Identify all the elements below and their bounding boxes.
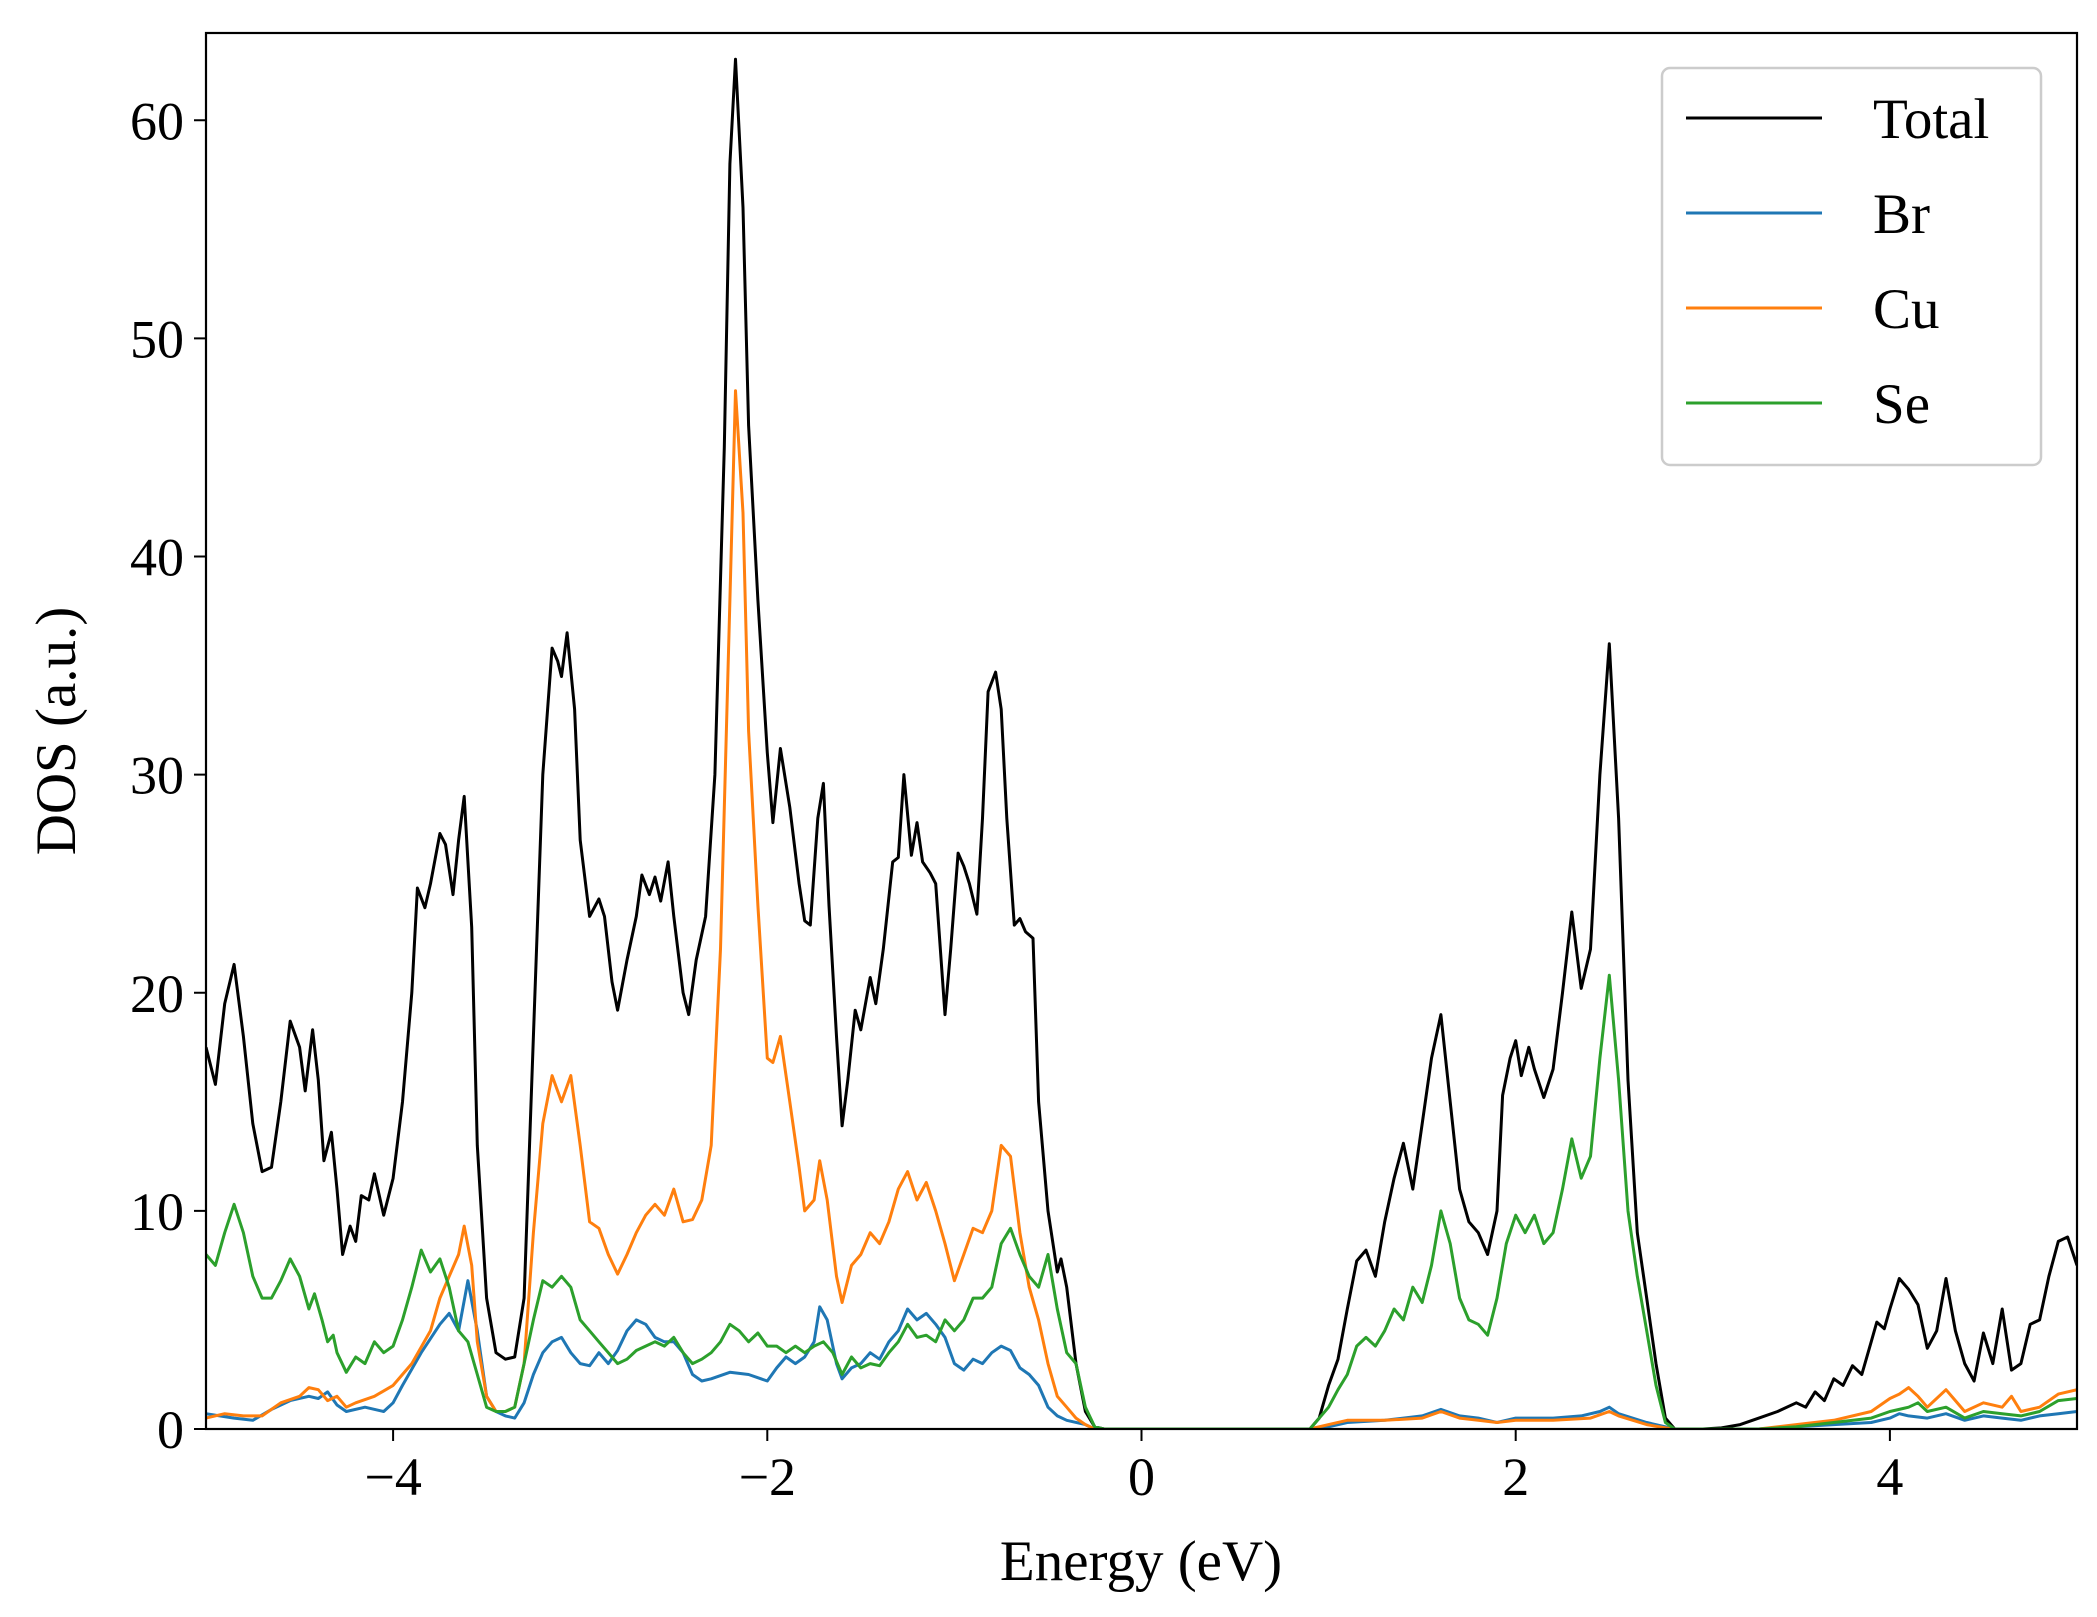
series-line-total [206,57,2077,1429]
x-tick-label: 2 [1502,1447,1529,1507]
series-line-se [206,973,2077,1429]
legend-label-br: Br [1873,183,1930,246]
y-axis-label: DOS (a.u.) [25,607,88,856]
y-tick-label: 30 [130,746,184,806]
series-line-cu [206,389,2077,1429]
legend-box [1660,66,2043,467]
y-axis: 0 10 20 30 40 50 60 [130,91,206,1460]
y-tick-label: 50 [130,309,184,369]
x-tick-label: −2 [739,1447,796,1507]
legend-label-cu: Cu [1873,278,1940,341]
series-layer [206,57,2077,1429]
legend: Total Br Cu Se [1660,66,2043,467]
y-tick-label: 60 [130,91,184,151]
legend-label-total: Total [1873,88,1989,151]
x-tick-label: 0 [1128,1447,1155,1507]
legend-label-se: Se [1873,373,1930,436]
y-tick-label: 0 [157,1400,184,1460]
y-tick-label: 10 [130,1182,184,1242]
x-tick-label: 4 [1876,1447,1903,1507]
x-axis: −4 −2 0 2 4 [364,1429,1903,1507]
y-tick-label: 40 [130,528,184,588]
y-tick-label: 20 [130,964,184,1024]
x-tick-label: −4 [364,1447,421,1507]
x-axis-label: Energy (eV) [1000,1530,1282,1593]
